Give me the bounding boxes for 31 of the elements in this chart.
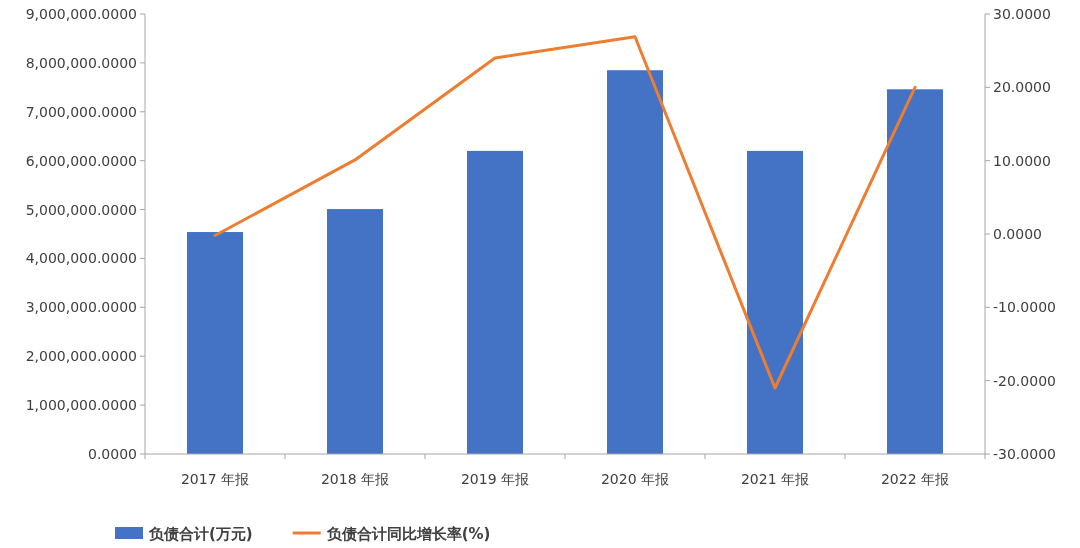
bar [187,232,243,454]
x-tick-label: 2020 年报 [600,471,670,487]
y2-tick-label: 10.0000 [993,152,1051,169]
y-tick-label: 6,000,000.0000 [25,152,137,169]
y-tick-label: 7,000,000.0000 [25,103,137,120]
bar [607,70,663,454]
y2-tick-label: 30.0000 [993,6,1051,22]
y-tick-label: 0.0000 [88,446,137,462]
y2-tick-label: 20.0000 [993,79,1051,96]
y-tick-label: 4,000,000.0000 [25,250,137,267]
legend-label: 负债合计(万元) [148,525,253,543]
legend-label: 负债合计同比增长率(%) [325,525,491,543]
x-tick-label: 2021 年报 [740,471,810,487]
x-tick-label: 2018 年报 [320,471,390,487]
y-tick-label: 3,000,000.0000 [25,299,137,316]
bar [327,209,383,454]
y-tick-label: 2,000,000.0000 [25,348,137,365]
y2-tick-label: -30.0000 [993,446,1056,462]
y-tick-label: 1,000,000.0000 [25,397,137,414]
y-tick-label: 8,000,000.0000 [25,54,137,71]
y-tick-label: 5,000,000.0000 [25,201,137,218]
y2-tick-label: -20.0000 [993,372,1056,389]
bar [887,89,943,454]
x-tick-label: 2017 年报 [180,471,250,487]
y-tick-label: 9,000,000.0000 [25,6,137,22]
bar [747,150,803,454]
bar [467,150,523,454]
y2-tick-label: 0.0000 [993,226,1042,242]
y2-tick-label: -10.0000 [993,299,1056,316]
x-tick-label: 2022 年报 [880,471,950,487]
x-tick-label: 2019 年报 [460,471,530,487]
